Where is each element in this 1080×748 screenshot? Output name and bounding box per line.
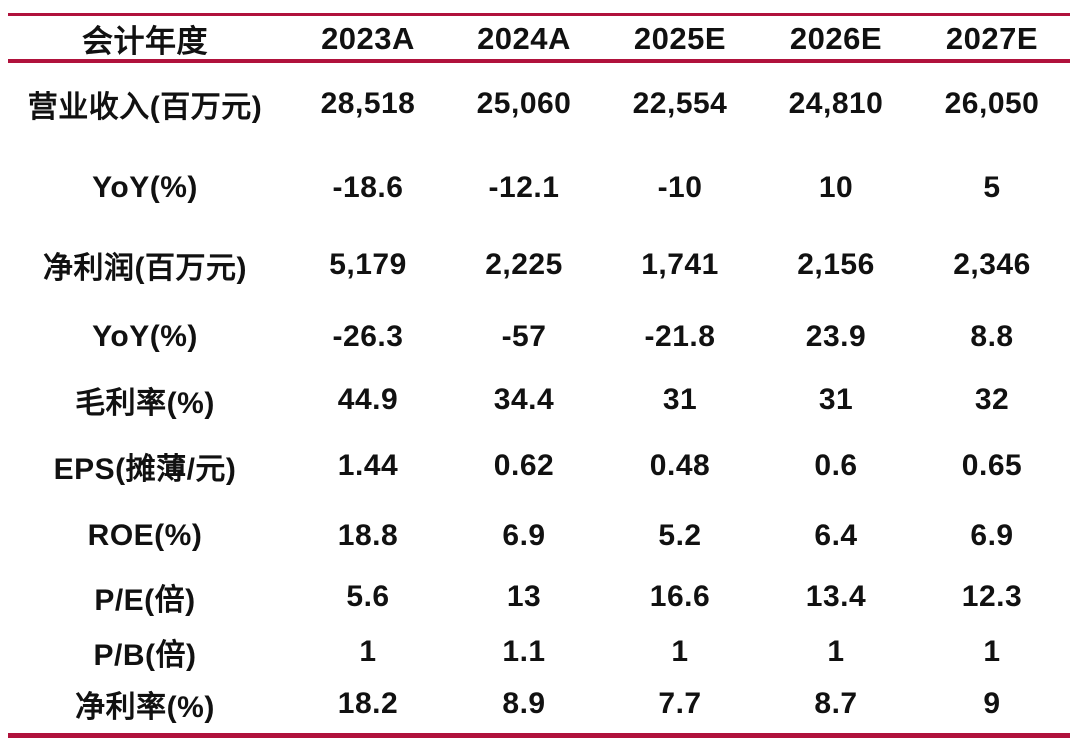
top-rule [8,13,1070,16]
row-label: 净利率(%) [75,691,215,724]
cell-value: 1,741 [641,247,719,281]
cell-value: 2,156 [797,247,875,281]
cell-value: -12.1 [488,170,560,204]
cell-value: 5,179 [329,247,407,281]
row-label: YoY(%) [92,320,198,353]
table-header-row: 会计年度 2023A 2024A 2025E 2026E 2027E [0,16,1070,60]
cell-value: 31 [818,383,854,416]
row-label: YoY(%) [92,170,198,204]
column-header-2027e: 2027E [945,20,1039,56]
cell-value: 2,225 [485,247,563,281]
row-label: P/E(倍) [94,583,196,617]
cell-value: 16.6 [649,579,711,613]
row-label: P/B(倍) [93,638,197,672]
cell-value: 8.7 [814,687,858,720]
column-header-2023a: 2023A [321,20,415,56]
row-label: 净利润(百万元) [43,251,247,285]
row-label: ROE(%) [87,519,203,552]
cell-value: 1 [359,634,377,668]
column-header-fiscal-year: 会计年度 [82,24,208,59]
cell-value: 1 [671,634,689,668]
cell-value: 0.65 [961,449,1023,482]
row-label: 毛利率(%) [75,387,215,420]
column-header-2024a: 2024A [477,20,571,56]
cell-value: 24,810 [788,87,884,120]
cell-value: 6.9 [502,519,546,552]
data-table: 会计年度 2023A 2024A 2025E 2026E 2027E 营业收入(… [0,16,1070,729]
cell-value: 8.8 [970,320,1014,353]
cell-value: -57 [501,320,547,353]
table-body: 营业收入(百万元) 28,518 25,060 22,554 24,810 26… [0,59,1070,729]
cell-value: 25,060 [476,87,572,120]
cell-value: 23.9 [805,320,867,353]
cell-value: 44.9 [337,383,399,416]
cell-value: 5.6 [346,579,390,613]
cell-value: -18.6 [332,170,404,204]
table-row-net-profit-yoy: YoY(%) -26.3 -57 -21.8 23.9 8.8 [0,303,1070,371]
row-label: 营业收入(百万元) [27,91,263,124]
cell-value: 26,050 [944,87,1040,120]
cell-value: 34.4 [493,383,555,416]
table-row-roe: ROE(%) 18.8 6.9 5.2 6.4 6.9 [0,503,1070,569]
table-row-revenue-yoy: YoY(%) -18.6 -12.1 -10 10 5 [0,149,1070,226]
cell-value: 22,554 [632,87,728,120]
table-row-pb: P/B(倍) 1 1.1 1 1 1 [0,624,1070,679]
cell-value: 7.7 [658,687,702,720]
table-row-revenue: 营业收入(百万元) 28,518 25,060 22,554 24,810 26… [0,59,1070,149]
cell-value: 1 [983,634,1001,668]
cell-value: 13.4 [805,579,867,613]
cell-value: 8.9 [502,687,546,720]
cell-value: 1 [827,634,845,668]
cell-value: 32 [974,383,1010,416]
cell-value: 12.3 [961,579,1023,613]
cell-value: 10 [818,170,854,204]
cell-value: -26.3 [332,320,404,353]
table-row-net-margin: 净利率(%) 18.2 8.9 7.7 8.7 9 [0,679,1070,729]
cell-value: 0.62 [493,449,555,482]
column-header-2026e: 2026E [789,20,883,56]
row-label: EPS(摊薄/元) [53,453,237,486]
cell-value: 5.2 [658,519,702,552]
cell-value: 0.48 [649,449,711,482]
cell-value: 6.9 [970,519,1014,552]
table-row-eps: EPS(摊薄/元) 1.44 0.62 0.48 0.6 0.65 [0,429,1070,503]
cell-value: 1.44 [337,449,399,482]
table-row-net-profit: 净利润(百万元) 5,179 2,225 1,741 2,156 2,346 [0,226,1070,303]
cell-value: 18.8 [337,519,399,552]
cell-value: 9 [983,687,1001,720]
cell-value: 2,346 [953,247,1031,281]
cell-value: 13 [506,579,542,613]
bottom-rule [8,733,1070,738]
cell-value: -10 [657,170,703,204]
cell-value: 1.1 [502,634,546,668]
column-header-2025e: 2025E [633,20,727,56]
cell-value: 0.6 [814,449,858,482]
cell-value: 18.2 [337,687,399,720]
cell-value: 28,518 [320,87,416,120]
cell-value: -21.8 [644,320,716,353]
cell-value: 31 [662,383,698,416]
header-rule [8,59,1070,63]
cell-value: 6.4 [814,519,858,552]
table-row-pe: P/E(倍) 5.6 13 16.6 13.4 12.3 [0,569,1070,624]
table-row-gross-margin: 毛利率(%) 44.9 34.4 31 31 32 [0,371,1070,429]
cell-value: 5 [983,170,1001,204]
